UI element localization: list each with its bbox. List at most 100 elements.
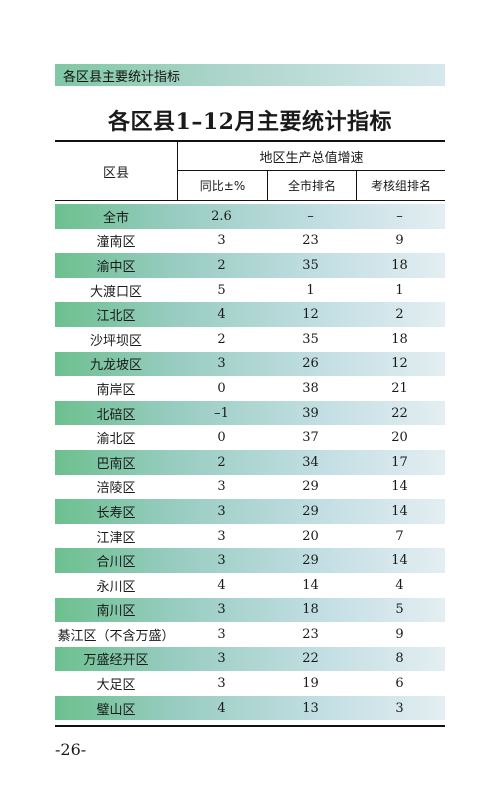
table-bottom-rule xyxy=(55,725,445,727)
region-cell: 沙坪坝区 xyxy=(89,333,142,349)
yoy-cell: 2 xyxy=(217,257,226,273)
city-rank-cell: 12 xyxy=(302,307,319,323)
region-cell: 璧山区 xyxy=(96,702,136,718)
header-sub-divider xyxy=(267,171,268,200)
header-group-rank: 考核组排名 xyxy=(370,179,431,193)
header-divider xyxy=(177,142,178,200)
region-cell: 万盛经开区 xyxy=(83,653,149,669)
yoy-cell: 3 xyxy=(217,602,226,618)
city-rank-cell: 29 xyxy=(302,479,319,495)
group-rank-cell: 6 xyxy=(395,676,404,692)
table-row: 全市 2.6 – – xyxy=(55,204,445,229)
city-rank-cell: – xyxy=(307,208,314,224)
table-row: 大足区 3 19 6 xyxy=(55,671,445,696)
header-sub-divider xyxy=(356,171,357,200)
city-rank-cell: 20 xyxy=(302,528,319,544)
city-rank-cell: 38 xyxy=(302,380,319,396)
header-bottom-rule xyxy=(55,200,445,201)
table-top-rule xyxy=(55,140,445,142)
yoy-cell: 3 xyxy=(217,676,226,692)
city-rank-cell: 23 xyxy=(302,626,319,642)
yoy-cell: 3 xyxy=(217,553,226,569)
region-cell: 大渡口区 xyxy=(89,284,142,300)
yoy-cell: 2 xyxy=(217,454,226,470)
group-rank-cell: 9 xyxy=(395,233,404,249)
table-row: 江北区 4 12 2 xyxy=(55,302,445,327)
region-cell: 合川区 xyxy=(96,555,136,571)
table-row: 巴南区 2 34 17 xyxy=(55,449,445,475)
region-cell: 九龙坡区 xyxy=(89,358,142,374)
table-row: 南川区 3 18 5 xyxy=(55,597,445,623)
yoy-cell: 3 xyxy=(217,233,226,249)
region-cell: 南川区 xyxy=(96,604,136,620)
city-rank-cell: 39 xyxy=(302,405,319,421)
table-row: 涪陵区 3 29 14 xyxy=(55,475,445,500)
region-cell: 渝中区 xyxy=(96,259,136,275)
section-label-bar: 各区县主要统计指标 xyxy=(55,64,445,86)
city-rank-cell: 37 xyxy=(302,430,319,446)
yoy-cell: 0 xyxy=(217,430,226,446)
yoy-cell: 0 xyxy=(217,380,226,396)
city-rank-cell: 34 xyxy=(302,454,319,470)
group-rank-cell: 3 xyxy=(395,700,404,716)
city-rank-cell: 18 xyxy=(302,602,319,618)
group-rank-cell: 20 xyxy=(391,430,408,446)
header-city-rank: 全市排名 xyxy=(287,179,336,193)
region-cell: 北碚区 xyxy=(96,407,136,423)
region-cell: 涪陵区 xyxy=(96,481,136,497)
table-row: 綦江区（不含万盛） 3 23 9 xyxy=(55,622,445,647)
city-rank-cell: 29 xyxy=(302,553,319,569)
city-rank-cell: 35 xyxy=(302,331,319,347)
region-cell: 长寿区 xyxy=(96,505,136,521)
region-cell: 江津区 xyxy=(96,530,136,546)
city-rank-cell: 26 xyxy=(302,356,319,372)
yoy-cell: 4 xyxy=(217,700,226,716)
table-row: 潼南区 3 23 9 xyxy=(55,229,445,254)
yoy-cell: 3 xyxy=(217,626,226,642)
yoy-cell: 3 xyxy=(217,528,226,544)
city-rank-cell: 35 xyxy=(302,257,319,273)
group-rank-cell: – xyxy=(396,208,403,224)
region-cell: 巴南区 xyxy=(96,456,136,472)
yoy-cell: 3 xyxy=(217,479,226,495)
region-cell: 南岸区 xyxy=(96,382,136,398)
yoy-cell: 4 xyxy=(217,577,226,593)
group-rank-cell: 22 xyxy=(391,405,408,421)
table-body: 全市 2.6– – 潼南区 3 23 9 渝中区 2 35 18 大渡口区 5 1 1 江北区 4 12 2 沙坪坝区… xyxy=(55,204,445,721)
yoy-cell: 5 xyxy=(217,282,226,298)
region-cell: 大足区 xyxy=(96,678,136,694)
group-rank-cell: 7 xyxy=(395,528,404,544)
region-cell: 綦江区（不含万盛） xyxy=(57,628,175,644)
group-rank-cell: 21 xyxy=(391,380,408,396)
table-row: 渝中区 2 35 18 xyxy=(55,253,445,278)
table-row: 北碚区 –1 39 22 xyxy=(55,400,445,426)
group-rank-cell: 18 xyxy=(391,331,408,347)
group-rank-cell: 17 xyxy=(391,454,408,470)
city-rank-cell: 13 xyxy=(302,700,319,716)
yoy-cell: 3 xyxy=(217,356,226,372)
yoy-cell: 2.6 xyxy=(211,208,232,224)
region-cell: 永川区 xyxy=(96,579,136,595)
region-cell: 渝北区 xyxy=(96,432,136,448)
yoy-cell: 3 xyxy=(217,503,226,519)
yoy-cell: 4 xyxy=(217,307,226,323)
group-rank-cell: 18 xyxy=(391,257,408,273)
group-rank-cell: 12 xyxy=(391,356,408,372)
table-row: 长寿区 3 29 14 xyxy=(55,499,445,524)
table-row: 合川区 3 29 14 xyxy=(55,548,445,573)
city-rank-cell: 19 xyxy=(302,676,319,692)
group-rank-cell: 2 xyxy=(395,307,404,323)
table-row: 璧山区 4 13 3 xyxy=(55,695,445,721)
table-row: 渝北区 0 37 20 xyxy=(55,425,445,450)
table-row: 江津区 3 20 7 xyxy=(55,524,445,549)
region-cell: 江北区 xyxy=(96,309,136,325)
group-rank-cell: 9 xyxy=(395,626,404,642)
city-rank-cell: 22 xyxy=(302,651,319,667)
region-cell: 全市 xyxy=(102,210,129,226)
city-rank-cell: 23 xyxy=(302,233,319,249)
city-rank-cell: 14 xyxy=(302,577,319,593)
group-rank-cell: 14 xyxy=(391,503,408,519)
page-number: -26- xyxy=(55,740,87,759)
section-label: 各区县主要统计指标 xyxy=(63,69,181,85)
header-mid-rule xyxy=(178,170,445,171)
